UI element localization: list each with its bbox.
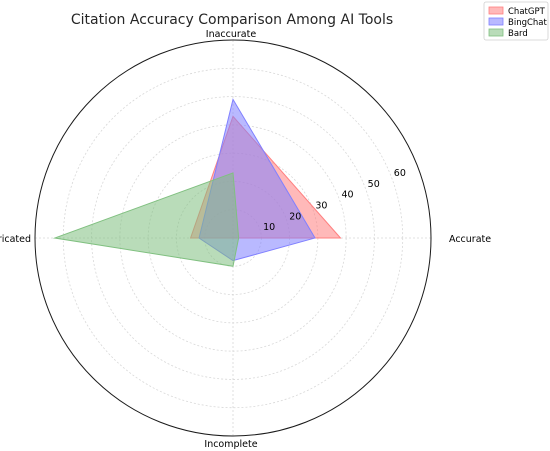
chart-title: Citation Accuracy Comparison Among AI To… <box>71 12 393 28</box>
radial-tick-label: 30 <box>315 201 327 212</box>
legend-swatch-chatgpt <box>488 6 504 15</box>
outer-frame <box>34 39 432 437</box>
legend-label-bard: Bard <box>508 29 528 39</box>
axis-label-incomplete: Incomplete <box>204 439 257 450</box>
axis-label-fabricated: Fabricated <box>0 234 31 245</box>
axis-label-inaccurate: Inaccurate <box>206 29 257 40</box>
radar-series <box>52 98 342 267</box>
legend-label-bingchat: BingChat <box>508 18 548 28</box>
radial-tick-label: 60 <box>394 168 406 179</box>
axis-labels: Accurate Inaccurate Fabricated Incomplete <box>0 29 491 450</box>
radial-tick-label: 40 <box>342 190 354 201</box>
axis-label-accurate: Accurate <box>449 234 491 245</box>
legend-swatch-bard <box>488 28 504 37</box>
legend-swatch-bingchat <box>488 17 504 26</box>
radial-tick-label: 50 <box>368 179 380 190</box>
radial-tick-labels: 10 20 30 40 50 60 <box>263 168 406 233</box>
radial-tick-label: 20 <box>289 211 301 222</box>
series-bard-area <box>52 172 240 267</box>
radial-tick-label: 10 <box>263 222 275 233</box>
legend-label-chatgpt: ChatGPT <box>508 7 546 17</box>
